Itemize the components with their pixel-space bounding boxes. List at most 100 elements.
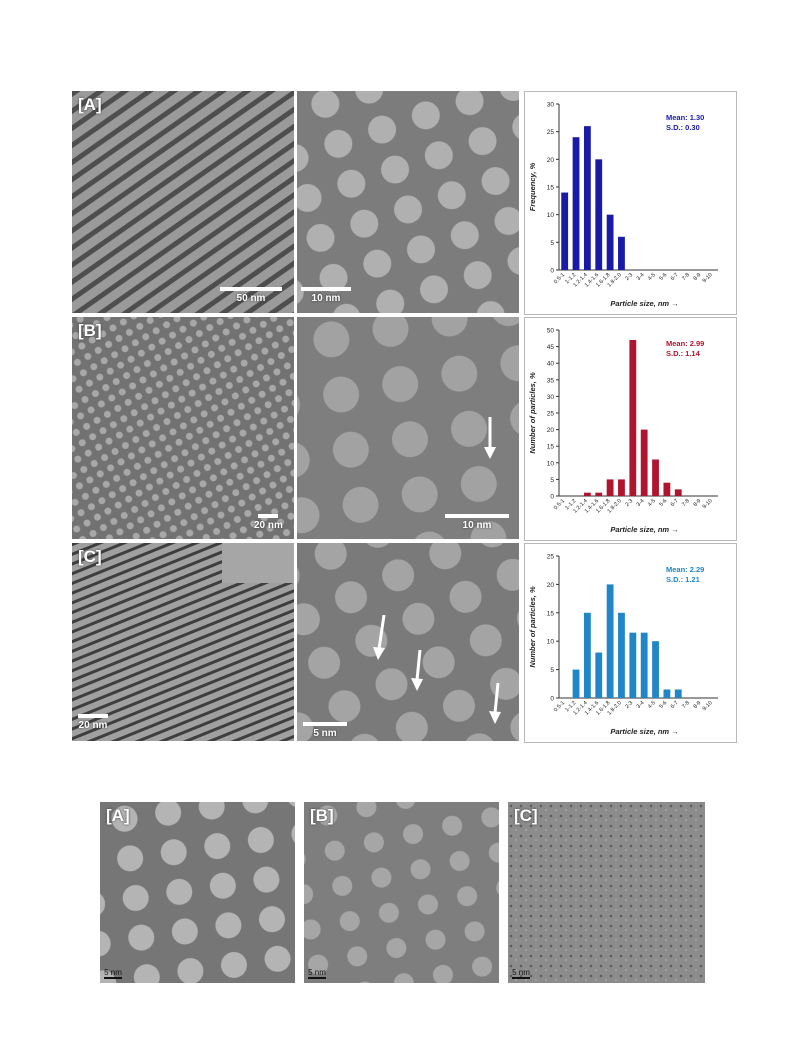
y-tick-label: 35	[547, 377, 555, 384]
y-tick-label: 25	[547, 554, 555, 561]
x-tick-label: 6-7	[670, 700, 680, 710]
bar	[561, 192, 569, 270]
arrow-c-1	[373, 615, 386, 660]
scale-bar-bottom-c-label: 5 nm	[512, 968, 530, 977]
x-axis-label: Particle size, nm →	[610, 299, 678, 308]
x-tick-label: 7-8	[681, 272, 691, 282]
x-tick-label: 9-10	[702, 498, 714, 510]
y-tick-label: 5	[550, 667, 554, 674]
stat-annotation: S.D.: 1.14	[666, 349, 701, 358]
y-tick-label: 25	[547, 411, 555, 418]
x-tick-label: 5-6	[658, 272, 668, 282]
y-tick-label: 15	[547, 610, 555, 617]
bar	[606, 584, 614, 698]
bar	[640, 632, 648, 698]
bar	[583, 492, 591, 496]
y-tick-label: 10	[547, 212, 555, 219]
bottom-b-label: [B]	[310, 806, 334, 825]
bar	[663, 689, 671, 698]
y-tick-label: 20	[547, 427, 555, 434]
bar	[640, 429, 648, 496]
scale-bar-bottom-a-label: 5 nm	[104, 968, 122, 977]
bar	[595, 159, 603, 270]
y-tick-label: 10	[547, 460, 555, 467]
scale-bar-c-left: 20 nm	[78, 714, 108, 731]
x-tick-label: 7-8	[681, 700, 691, 710]
tem-panel-c-lowmag: [C] 20 nm	[72, 543, 294, 741]
bar	[583, 612, 591, 698]
x-tick-label: 0.5-1	[553, 700, 566, 713]
y-tick-label: 20	[547, 157, 555, 164]
stat-annotation: Mean: 2.29	[666, 565, 704, 574]
bar	[572, 669, 580, 698]
x-tick-label: 6-7	[670, 498, 680, 508]
y-tick-label: 0	[550, 696, 554, 703]
bar	[629, 632, 637, 698]
y-tick-label: 20	[547, 582, 555, 589]
scale-bar-bottom-a: 5 nm	[104, 967, 122, 979]
y-tick-label: 40	[547, 361, 555, 368]
tem-panel-b-lowmag: [B] 20 nm	[72, 317, 294, 539]
bottom-a-label: [A]	[106, 806, 130, 825]
scale-bar-b-left-label: 20 nm	[254, 520, 283, 531]
stat-annotation: S.D.: 0.30	[666, 123, 700, 132]
arrow-b-1	[484, 417, 496, 459]
x-axis-label: Particle size, nm →	[610, 525, 678, 534]
scale-bar-bottom-b-label: 5 nm	[308, 968, 326, 977]
y-tick-label: 25	[547, 129, 555, 136]
y-axis-label: Frequency, %	[528, 162, 537, 211]
bar	[618, 479, 625, 496]
scale-bar-a-left: 50 nm	[220, 287, 282, 304]
row-b-label: [B]	[78, 321, 102, 340]
x-tick-label: 9-10	[702, 700, 714, 712]
x-tick-label: 2-3	[624, 700, 634, 710]
x-tick-label: 5-6	[658, 700, 668, 710]
tem-panel-b-highmag: 10 nm	[297, 317, 519, 539]
x-tick-label: 2-3	[624, 498, 634, 508]
y-axis-label: Number of particles, %	[528, 372, 537, 454]
y-tick-label: 45	[547, 344, 555, 351]
histogram-b-svg: 051015202530354045500.5-11-1.21.2-1.41.4…	[528, 328, 718, 534]
stat-annotation: Mean: 1.30	[666, 113, 704, 122]
bar	[618, 236, 625, 270]
arrow-c-2	[411, 650, 423, 691]
y-tick-label: 50	[547, 328, 555, 335]
tem-panel-a-lowmag: [A] 50 nm	[72, 91, 294, 313]
tem-bottom-c: [C] 5 nm	[508, 802, 705, 983]
y-tick-label: 0	[550, 268, 554, 275]
scale-bar-c-left-label: 20 nm	[78, 720, 108, 731]
x-tick-label: 6-7	[670, 272, 680, 282]
tem-bottom-b: [B] 5 nm	[304, 802, 499, 983]
x-tick-label: 0.5-1	[553, 498, 566, 511]
tem-panel-c-highmag: 5 nm	[297, 543, 519, 741]
tem-panel-a-highmag: 10 nm	[297, 91, 519, 313]
x-axis-label: Particle size, nm →	[610, 727, 678, 736]
bar	[674, 489, 682, 496]
scale-bar-c-mid-label: 5 nm	[313, 728, 337, 739]
y-axis-label: Number of particles, %	[528, 586, 537, 668]
row-a-label: [A]	[78, 95, 102, 114]
y-tick-label: 10	[547, 639, 555, 646]
bar	[652, 459, 659, 496]
x-tick-label: 9-10	[702, 272, 714, 284]
stat-annotation: S.D.: 1.21	[666, 575, 700, 584]
stat-annotation: Mean: 2.99	[666, 339, 704, 348]
tem-bottom-a: [A] 5 nm	[100, 802, 295, 983]
scale-bar-b-mid: 10 nm	[445, 514, 509, 531]
bottom-c-label: [C]	[514, 806, 538, 825]
x-tick-label: 4-5	[647, 700, 657, 710]
x-tick-label: 7-8	[681, 498, 691, 508]
bar	[629, 339, 637, 496]
bar	[663, 482, 671, 496]
y-tick-label: 5	[550, 477, 554, 484]
bar	[572, 137, 580, 270]
y-tick-label: 30	[547, 394, 555, 401]
histogram-b: 0 5 10 15 20 25 30 35 40 45 50 0.5-1 1-1.2 1.2-1.4 1.4…	[524, 317, 737, 541]
histogram-a: 0 5 10 15 20 25 30 0.5-1 1-1.2 1.2-1.4 1.4-1.6 1.6-…	[524, 91, 737, 315]
bar	[606, 214, 614, 270]
x-tick-label: 8-9	[693, 272, 703, 282]
x-tick-label: 5-6	[658, 498, 668, 508]
y-tick-label: 15	[547, 185, 555, 192]
x-tick-label: 3-4	[636, 498, 646, 508]
x-tick-label: 8-9	[693, 700, 703, 710]
